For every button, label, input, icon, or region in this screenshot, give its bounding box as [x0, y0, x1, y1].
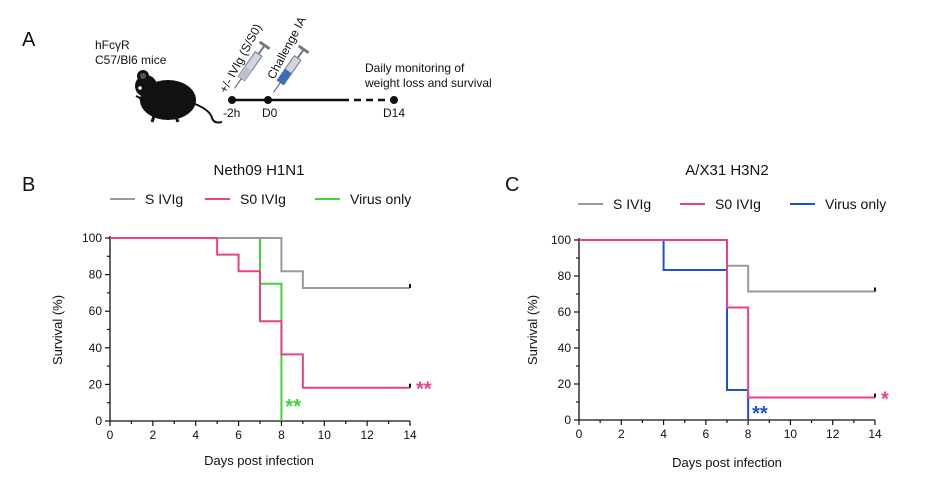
legend: S IVIg S0 IVIg Virus only [578, 196, 886, 212]
survival-curve-s-ivig [110, 237, 410, 289]
x-tick-label: 4 [192, 428, 199, 442]
significance-stars: ** [752, 403, 768, 425]
timepoint-label: -2h [223, 106, 240, 120]
legend-label: S0 IVIg [715, 196, 761, 212]
y-tick-label: 60 [89, 304, 103, 318]
x-tick-label: 12 [360, 428, 374, 442]
chart-title: Neth09 H1N1 [214, 162, 305, 179]
x-tick-label: 10 [318, 428, 332, 442]
y-tick-label: 20 [558, 377, 572, 391]
x-tick-label: 14 [403, 428, 417, 442]
timeline [228, 96, 398, 104]
syringe-icon [273, 44, 310, 93]
mouse-icon [135, 70, 223, 124]
y-tick-label: 0 [564, 413, 571, 427]
significance-stars: ** [416, 379, 432, 401]
timepoint-label: D14 [383, 106, 405, 120]
chart-c: C A/X31 H3N2 Days post infection Surviva… [505, 162, 889, 470]
x-tick-label: 2 [618, 427, 625, 441]
timeline-point [264, 96, 272, 104]
monitoring-label-line2: weight loss and survival [364, 76, 492, 90]
legend-label: S IVIg [145, 191, 183, 207]
x-tick-label: 8 [278, 428, 285, 442]
timeline-point [390, 96, 398, 104]
legend-label: Virus only [350, 191, 411, 207]
x-tick-label: 0 [576, 427, 583, 441]
x-tick-label: 8 [745, 427, 752, 441]
plot-area: 0 2 4 6 8 10 12 14 0 20 40 60 80 100 ** ** [82, 231, 432, 442]
legend-label: Virus only [825, 196, 886, 212]
x-tick-label: 6 [235, 428, 242, 442]
timepoint-label: D0 [262, 106, 278, 120]
panel-label-a: A [22, 29, 36, 51]
x-tick-label: 6 [703, 427, 710, 441]
y-tick-label: 100 [82, 231, 102, 245]
syringe-icon [234, 40, 271, 89]
x-tick-label: 14 [868, 427, 882, 441]
mouse-label-line2: C57/Bl6 mice [95, 53, 167, 67]
survival-curve-virus-only [110, 237, 283, 421]
y-axis-label: Survival (%) [525, 295, 540, 365]
mouse-label-line1: hFcγR [95, 38, 130, 52]
chart-title: A/X31 H3N2 [685, 162, 768, 179]
y-tick-label: 0 [95, 414, 102, 428]
survival-curve-s0-ivig [110, 237, 410, 389]
panel-label-c: C [505, 174, 519, 196]
y-tick-label: 100 [551, 233, 571, 247]
x-tick-label: 12 [826, 427, 840, 441]
panel-label-b: B [22, 174, 35, 196]
y-tick-label: 40 [558, 341, 572, 355]
panel-a: A hFcγR C57/Bl6 mice [22, 14, 492, 124]
x-axis-label: Days post infection [672, 455, 782, 470]
y-tick-label: 60 [558, 305, 572, 319]
x-axis-label: Days post infection [204, 453, 314, 468]
x-tick-label: 10 [784, 427, 798, 441]
survival-curve-s0-ivig [579, 239, 875, 399]
significance-stars: * [881, 389, 889, 411]
y-tick-label: 80 [89, 268, 103, 282]
x-tick-label: 0 [107, 428, 114, 442]
timeline-point [228, 96, 236, 104]
survival-curve-virus-only [579, 239, 750, 420]
y-axis-label: Survival (%) [50, 295, 65, 365]
significance-stars: ** [285, 396, 301, 418]
y-tick-label: 40 [89, 341, 103, 355]
y-tick-label: 80 [558, 269, 572, 283]
legend-label: S IVIg [613, 196, 651, 212]
legend: S IVIg S0 IVIg Virus only [110, 191, 411, 207]
legend-label: S0 IVIg [240, 191, 286, 207]
x-tick-label: 4 [660, 427, 667, 441]
monitoring-label-line1: Daily monitoring of [365, 61, 465, 75]
y-tick-label: 20 [89, 377, 103, 391]
chart-b: B Neth09 H1N1 Days post infection Surviv… [22, 162, 432, 468]
x-tick-label: 2 [150, 428, 157, 442]
